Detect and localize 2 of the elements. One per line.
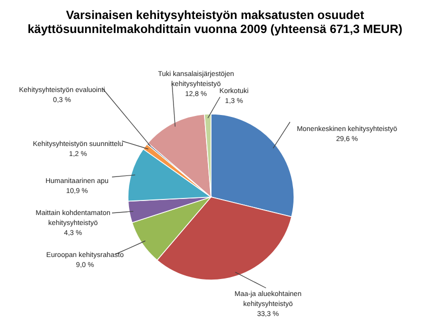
text: käyttösuunnitelmakohdittain vuonna 2009 (yhteensä 671,3 MEUR) (28, 22, 402, 36)
text: Varsinaisen kehitysyhteistyön maksatusten osuudet (66, 8, 364, 22)
